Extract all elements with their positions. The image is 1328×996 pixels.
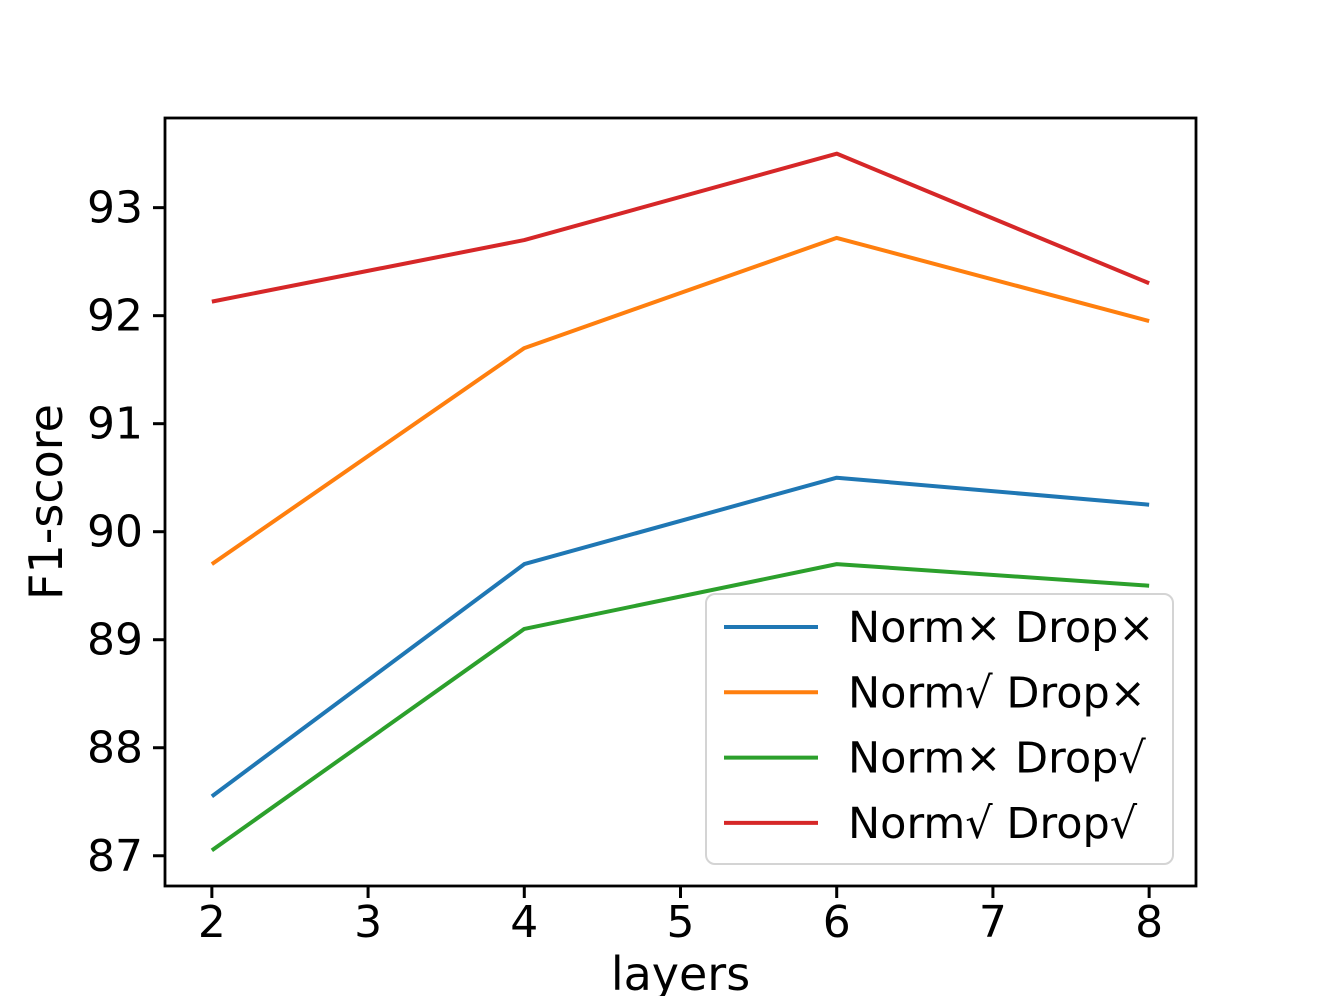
x-axis-tick-label: 6	[823, 897, 851, 948]
y-axis-tick-label: 91	[87, 399, 143, 450]
legend-entry-3: Norm√ Drop√	[724, 799, 1138, 849]
x-axis-tick-label: 3	[354, 897, 382, 948]
legend: Norm× Drop× Norm√ Drop× Norm× Drop√ Norm√ D…	[705, 593, 1174, 865]
series-line-3	[211, 151, 1150, 304]
y-axis-tick-label: 87	[87, 831, 143, 882]
legend-label: Norm× Drop√	[848, 734, 1146, 784]
series-line-0	[210, 475, 1150, 798]
series-line-1	[210, 235, 1150, 566]
legend-label: Norm√ Drop×	[848, 668, 1146, 718]
y-axis: 87 88 89 90 91 92 93	[87, 183, 165, 882]
legend-entry-0: Norm× Drop×	[724, 603, 1154, 653]
legend-box	[705, 593, 1174, 865]
legend-entry-2: Norm× Drop√	[724, 734, 1146, 784]
y-axis-tick-label: 92	[87, 291, 143, 342]
x-axis-tick-label: 5	[667, 897, 695, 948]
y-axis-tick-label: 93	[87, 183, 143, 234]
y-axis-label: F1-score	[19, 404, 73, 600]
x-axis-tick-label: 7	[979, 897, 1007, 948]
x-axis-tick-label: 4	[510, 897, 538, 948]
legend-label: Norm√ Drop√	[848, 799, 1138, 849]
x-axis-label: layers	[611, 947, 750, 996]
x-axis: 2 3 4 5 6 7 8	[198, 886, 1163, 948]
series-line-2	[210, 562, 1150, 852]
y-axis-tick-label: 89	[87, 615, 143, 666]
y-axis-tick-label: 88	[87, 723, 143, 774]
plot-lines	[210, 151, 1150, 852]
legend-label: Norm× Drop×	[848, 603, 1154, 653]
y-axis-tick-label: 90	[87, 507, 143, 558]
x-axis-tick-label: 2	[198, 897, 226, 948]
x-axis-tick-label: 8	[1135, 897, 1163, 948]
legend-entry-1: Norm√ Drop×	[724, 668, 1146, 718]
